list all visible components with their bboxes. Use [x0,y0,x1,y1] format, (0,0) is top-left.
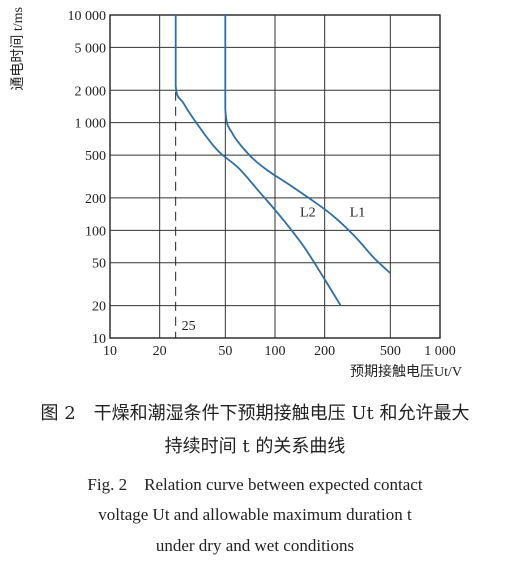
y-tick-labels: 10 20 50 100 200 500 1 000 2 000 5 000 10 000 [68,9,107,347]
grid [109,14,441,339]
caption-en-line3: under dry and wet conditions [155,536,355,555]
caption-en-line2: voltage Ut and allowable maximum duratio… [98,505,412,524]
y-tick-label: 10 000 [68,9,107,24]
x-tick-label: 100 [265,344,286,359]
y-tick-label: 1 000 [75,117,107,132]
series-label-l2: L2 [300,205,316,220]
x-tick-labels: 10 20 50 100 200 500 1 000 [103,344,456,359]
x-axis-label: 预期接触电压Ut/V [350,363,462,380]
x-tick-label: 20 [153,344,167,359]
y-tick-label: 50 [92,257,106,272]
curves [174,15,391,307]
annotation-25: 25 [182,319,196,334]
y-tick-label: 2 000 [75,84,107,99]
series-label-l1: L1 [350,205,366,220]
caption-cn-line1: 图 2 干燥和潮湿条件下预期接触电压 Ut 和允许最大 [40,403,470,424]
x-tick-label: 500 [380,344,401,359]
x-tick-label: 1 000 [424,344,456,359]
x-tick-label: 200 [314,344,335,359]
chart: 10 20 50 100 200 500 1 000 10 20 50 100 200 500 1 00… [10,7,462,380]
y-axis-label: 通电时间 t/ms [10,7,26,91]
series-line-l1 [224,15,391,274]
y-tick-label: 5 000 [75,41,107,56]
y-tick-label: 500 [85,149,106,164]
caption-cn-line2: 持续时间 t 的关系曲线 [164,436,346,457]
y-tick-label: 100 [85,224,106,239]
series-line-l2 [174,15,342,307]
y-tick-label: 10 [92,332,106,347]
caption-en-line1: Fig. 2 Relation curve between expected c… [87,475,423,494]
x-tick-label: 10 [103,344,117,359]
x-tick-label: 50 [218,344,232,359]
y-tick-label: 20 [92,300,106,315]
y-tick-label: 200 [85,192,106,207]
